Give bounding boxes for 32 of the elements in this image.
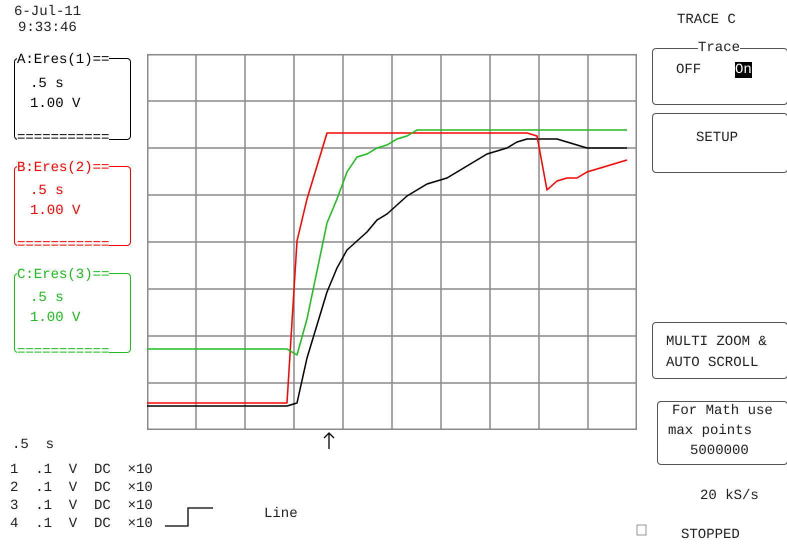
text: .5 s	[12, 437, 54, 453]
text: ===========	[17, 344, 110, 360]
text: A:Eres(1)==	[17, 52, 110, 68]
text: 20 kS/s	[700, 488, 759, 504]
text: 1.00 V	[30, 203, 80, 219]
text: For Math use	[672, 403, 773, 419]
text: Line	[264, 506, 298, 522]
text: .5 s	[30, 76, 64, 92]
text: 1.00 V	[30, 310, 80, 326]
text: OFF	[676, 62, 702, 78]
text: Trace	[698, 40, 740, 56]
text: MULTI ZOOM &	[666, 334, 767, 350]
text: 4 .1 V DC ×10	[10, 516, 153, 532]
text: 5000000	[690, 443, 749, 459]
text: max points	[668, 423, 752, 439]
text: ===========	[17, 237, 110, 253]
text: AUTO SCROLL	[666, 355, 758, 371]
text: 3 .1 V DC ×10	[10, 498, 153, 514]
text: .5 s	[30, 290, 64, 306]
text: 6-Jul-11	[14, 4, 82, 20]
text: B:Eres(2)==	[17, 160, 110, 176]
text: 2 .1 V DC ×10	[10, 480, 153, 496]
text: TRACE C	[677, 12, 736, 28]
text: SETUP	[696, 130, 738, 146]
text: On	[735, 62, 752, 78]
text: 1.00 V	[30, 96, 80, 112]
text: .5 s	[30, 183, 64, 199]
text: ===========	[17, 130, 110, 146]
text: STOPPED	[681, 527, 740, 543]
text: C:Eres(3)==	[17, 267, 110, 283]
text: 1 .1 V DC ×10	[10, 462, 153, 478]
text: 9:33:46	[18, 20, 77, 36]
